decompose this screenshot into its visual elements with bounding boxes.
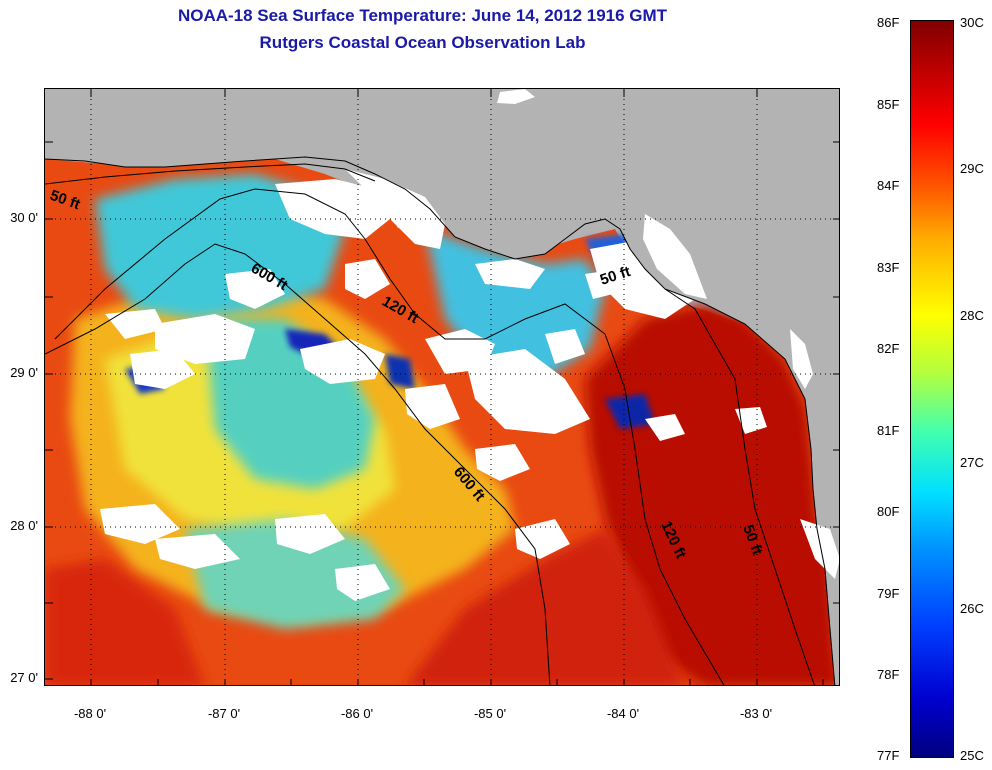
- lon-label-83: -83 0': [739, 706, 773, 721]
- lat-label-30: 30 0': [10, 210, 38, 225]
- coastal-cloud: [345, 169, 445, 249]
- cloud-patch: [225, 269, 285, 309]
- coastline: [45, 156, 836, 685]
- colorbar-c-25: 25C: [960, 748, 984, 763]
- colorbar-c-29: 29C: [960, 161, 984, 176]
- cool-south-region: [185, 519, 405, 629]
- coastal-cloud: [643, 214, 707, 299]
- colorbar-f-85: 85F: [877, 97, 900, 112]
- lon-label-86: -86 0': [340, 706, 374, 721]
- lat-label-29: 29 0': [10, 365, 38, 380]
- cloud-patch: [335, 564, 390, 601]
- sst-map[interactable]: 50 ft 600 ft 120 ft 50 ft 600 ft 120 ft …: [44, 88, 840, 686]
- cloud-patch: [130, 349, 195, 389]
- lon-label-84: -84 0': [606, 706, 640, 721]
- cloud-patch: [405, 384, 460, 429]
- lon-label-85: -85 0': [473, 706, 507, 721]
- colorbar-f-79: 79F: [877, 586, 900, 601]
- colorbar-f-77: 77F: [877, 748, 900, 763]
- colorbar-c-30: 30C: [960, 15, 984, 30]
- cloud-patch: [545, 329, 585, 364]
- bathymetry-contours: [45, 163, 815, 685]
- warm-sw-region: [45, 559, 205, 685]
- cloud-patch: [105, 309, 165, 339]
- colorbar-f-82: 82F: [877, 341, 900, 356]
- lat-label-27: 27 0': [10, 670, 38, 685]
- cloud-patch: [300, 339, 385, 384]
- colorbar-c-28: 28C: [960, 308, 984, 323]
- colorbar-f-80: 80F: [877, 504, 900, 519]
- lat-label-28: 28 0': [10, 518, 38, 533]
- cloud-patch: [100, 504, 180, 544]
- cloud-patch: [585, 271, 613, 299]
- cold-patch-4: [605, 394, 655, 429]
- cloud-patch: [515, 519, 570, 559]
- cloud-cover: [100, 179, 767, 601]
- cloud-patch: [465, 349, 590, 434]
- contour-600ft: [45, 243, 551, 685]
- coastal-cloud: [790, 329, 813, 389]
- colorbar-c-26: 26C: [960, 601, 984, 616]
- contour-120ft: [54, 188, 725, 685]
- land-mass: [45, 89, 839, 685]
- cloud-patch: [155, 314, 255, 364]
- temperature-colorbar: [910, 20, 954, 758]
- cloud-patch: [155, 534, 240, 569]
- cold-patch-3: [385, 354, 415, 389]
- colorbar-f-86: 86F: [877, 15, 900, 30]
- colorbar-f-84: 84F: [877, 178, 900, 193]
- sst-map-canvas: 50 ft 600 ft 120 ft 50 ft 600 ft 120 ft …: [45, 89, 839, 685]
- cloud-patch: [275, 514, 345, 554]
- contour-50ft-west: [45, 163, 376, 185]
- warm-shelf-region: [585, 304, 839, 685]
- colorbar-f-83: 83F: [877, 260, 900, 275]
- colorbar-c-27: 27C: [960, 455, 984, 470]
- lon-label-87: -87 0': [207, 706, 241, 721]
- inland-cloud: [497, 89, 535, 104]
- contour-50ft-east: [664, 288, 815, 685]
- map-subtitle: Rutgers Coastal Ocean Observation Lab: [259, 33, 586, 52]
- cloud-patch: [475, 444, 530, 481]
- colorbar-f-81: 81F: [877, 423, 900, 438]
- cloud-patch: [345, 259, 390, 299]
- coastal-cloud: [800, 519, 839, 579]
- map-title: NOAA-18 Sea Surface Temperature: June 14…: [177, 6, 668, 25]
- cloud-patch: [645, 414, 685, 441]
- warm-south-region: [406, 529, 685, 685]
- cloud-patch: [475, 259, 545, 289]
- lon-label-88: -88 0': [73, 706, 107, 721]
- colorbar-f-78: 78F: [877, 667, 900, 682]
- cloud-patch: [735, 407, 767, 434]
- cool-nearshore-region: [95, 174, 345, 319]
- axis-ticks: [45, 89, 839, 685]
